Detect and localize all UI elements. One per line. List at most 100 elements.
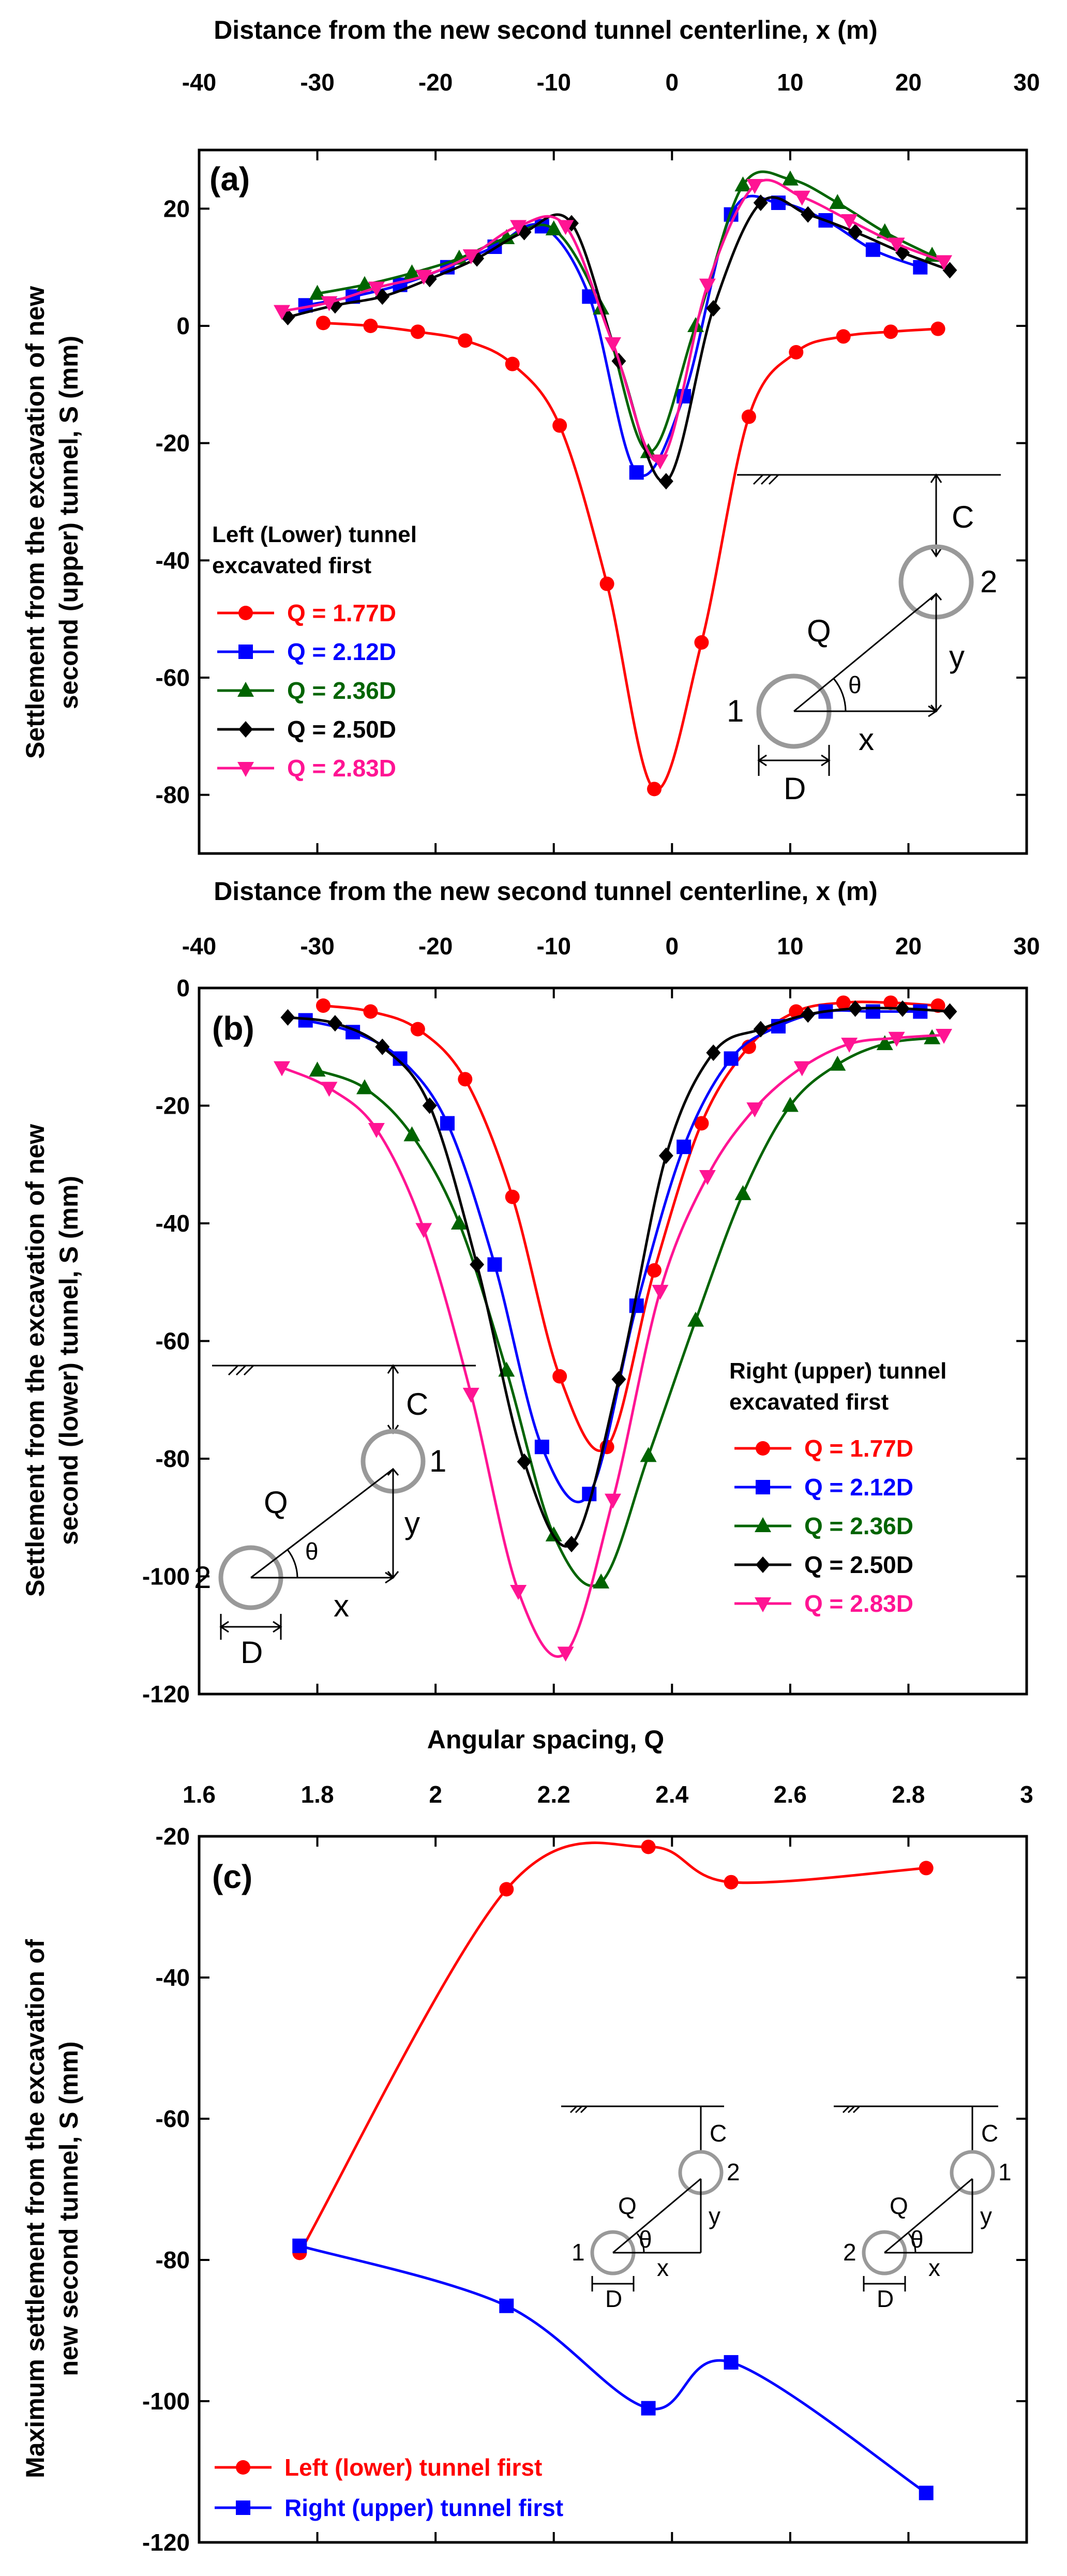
panel-b-x-tick-label: -10	[536, 933, 570, 960]
panel-a-series-1-point	[741, 409, 756, 424]
angle-label: θ	[639, 2226, 652, 2253]
panel-c-series	[292, 1839, 934, 2500]
panel-b-series-5-point	[368, 1123, 385, 1138]
panel-a-legend-marker	[238, 645, 253, 659]
panel-a-legend-marker	[237, 682, 254, 697]
panel-a-series-2-point	[629, 465, 644, 480]
panel-b-series-4-point	[706, 1044, 721, 1061]
panel-a-series-3-point	[545, 220, 562, 235]
panel-b-series-5-point	[888, 1031, 905, 1047]
cover-label: C	[710, 2120, 727, 2147]
panel-a-series-4-point	[801, 206, 816, 223]
panel-a-series-5-point	[274, 305, 290, 320]
panel-a-series-4-point	[753, 194, 768, 211]
panel-b-series-1-point	[883, 995, 898, 1010]
panel-b-y-tick-label: -20	[156, 1092, 190, 1119]
panel-a-x-tick-label: 20	[895, 69, 922, 96]
panel-a-series-5-point	[888, 237, 905, 253]
panel-b-series-3-point	[829, 1055, 846, 1071]
panel-b-x-tick-label: -40	[182, 933, 216, 960]
panel-c-y-tick-label: -100	[142, 2388, 190, 2415]
panel-a-y-ticks: 20 0 -20 -40 -60 -80	[156, 195, 1027, 808]
panel-b-legend-title-line2: excavated first	[729, 1389, 889, 1415]
panel-b-legend-label: Q = 2.83D	[804, 1590, 913, 1617]
angle-label: θ	[848, 671, 862, 698]
panel-b-series-1-point	[505, 1189, 520, 1204]
panel-a-series-1-point	[789, 345, 804, 360]
panel-a-legend-title-line1: Left (Lower) tunnel	[212, 522, 417, 547]
angle-label: θ	[910, 2226, 924, 2253]
panel-b-series-2-point	[677, 1140, 692, 1155]
panel-b-series-line-2	[305, 1009, 921, 1503]
panel-a-legend-label: Q = 2.12D	[287, 638, 396, 665]
panel-a-x-ticks: -40 -30 -20 -10 0 10 20 30	[182, 69, 1040, 853]
panel-b-series-5-point	[652, 1284, 669, 1300]
panel-a-series-5-point	[462, 249, 479, 264]
panel-b-y-tick-label: -60	[156, 1328, 190, 1355]
panel-b-legend-marker	[755, 1597, 771, 1612]
diameter-label: D	[877, 2285, 894, 2312]
cover-label: C	[406, 1387, 428, 1421]
spacing-line	[884, 2178, 973, 2254]
angle-arc	[287, 1549, 298, 1578]
panel-a-series-5-point	[510, 220, 527, 235]
panel-a-legend-marker	[237, 762, 254, 777]
panel-a-series-3-point	[309, 284, 326, 300]
panel-b-series-3-point	[640, 1447, 657, 1462]
panel-a-series-5-point	[321, 296, 338, 311]
panel-b-series-1-point	[694, 1116, 709, 1131]
panel-a-series-3-point	[734, 176, 752, 191]
tunnel-2-label: 2	[194, 1560, 211, 1595]
panel-a-series-4-point	[658, 473, 673, 490]
panel-b-x-tick-label: -20	[418, 933, 453, 960]
panel-a-series-3-point	[403, 264, 420, 279]
panel-a-y-tick-label: 20	[163, 195, 190, 222]
panel-a-series-1-point	[930, 321, 945, 336]
panel-c-x-tick-label: 2.4	[655, 1781, 688, 1808]
panel-a-y-axis-label-line1: Settlement from the excavation of new	[21, 286, 50, 759]
panel-b-legend-marker	[756, 1480, 770, 1494]
panel-c-y-tick-label: -40	[156, 1964, 190, 1991]
tunnel-1-label: 1	[429, 1444, 446, 1478]
spacing-label: Q	[264, 1485, 288, 1520]
diameter-label: D	[784, 771, 806, 806]
panel-b-legend-label: Q = 2.36D	[804, 1512, 913, 1539]
ground-hatch-icon	[842, 2105, 861, 2114]
panel-b-x-tick-label: -30	[300, 933, 334, 960]
panel-c-series-2-point	[292, 2238, 307, 2253]
panel-b-y-tick-label: -100	[142, 1563, 190, 1590]
panel-b-legend-marker	[755, 1517, 771, 1532]
panel-c-plot-frame	[198, 1835, 1028, 2544]
panel-c-y-axis-label-line2: new second tunnel, S (mm)	[54, 2041, 83, 2376]
diameter-dimension	[219, 1614, 282, 1640]
panel-a-series-5-point	[936, 255, 952, 271]
panel-a-series-1-point	[552, 418, 567, 433]
panel-b-series-1-point	[552, 1369, 567, 1384]
panel-c-series-line-1	[298, 1841, 926, 2254]
panel-a-legend-title-line2: excavated first	[212, 553, 372, 578]
panel-a-legend-label: Q = 2.36D	[287, 677, 396, 704]
spacing-label: Q	[890, 2192, 908, 2219]
panel-b-series-4-point	[942, 1003, 957, 1020]
vertical-dimension	[930, 592, 942, 713]
panel-c-y-tick-label: -80	[156, 2246, 190, 2273]
diameter-label: D	[605, 2285, 622, 2312]
panel-c-x-tick-label: 1.8	[301, 1781, 334, 1808]
panel-c-legend: Left (lower) tunnel first Right (upper) t…	[215, 2454, 563, 2521]
panel-a-x-tick-label: -10	[536, 69, 570, 96]
panel-b-legend-marker	[756, 1556, 770, 1573]
panel-a-legend-label: Q = 2.50D	[287, 716, 396, 743]
panel-b-series-1-point	[836, 995, 851, 1010]
panel-a-series-5-point	[793, 190, 810, 206]
panel-b-y-axis-label-line2: second (lower) tunnel, S (mm)	[54, 1176, 83, 1545]
panel-a-series-3-point	[876, 223, 893, 238]
panel-b-x-tick-label: 0	[665, 933, 679, 960]
panel-c-legend-label: Left (lower) tunnel first	[284, 2454, 542, 2481]
panel-a: Distance from the new second tunnel cent…	[21, 16, 1040, 855]
panel-b-series-3-point	[687, 1311, 704, 1327]
panel-c-x-tick-label: 2.6	[774, 1781, 807, 1808]
panel-a-y-tick-label: 0	[176, 312, 190, 339]
panel-b-series-4-point	[895, 1000, 910, 1017]
tunnel-1-label: 1	[998, 2159, 1012, 2185]
panel-a-series-1-point	[316, 316, 330, 331]
